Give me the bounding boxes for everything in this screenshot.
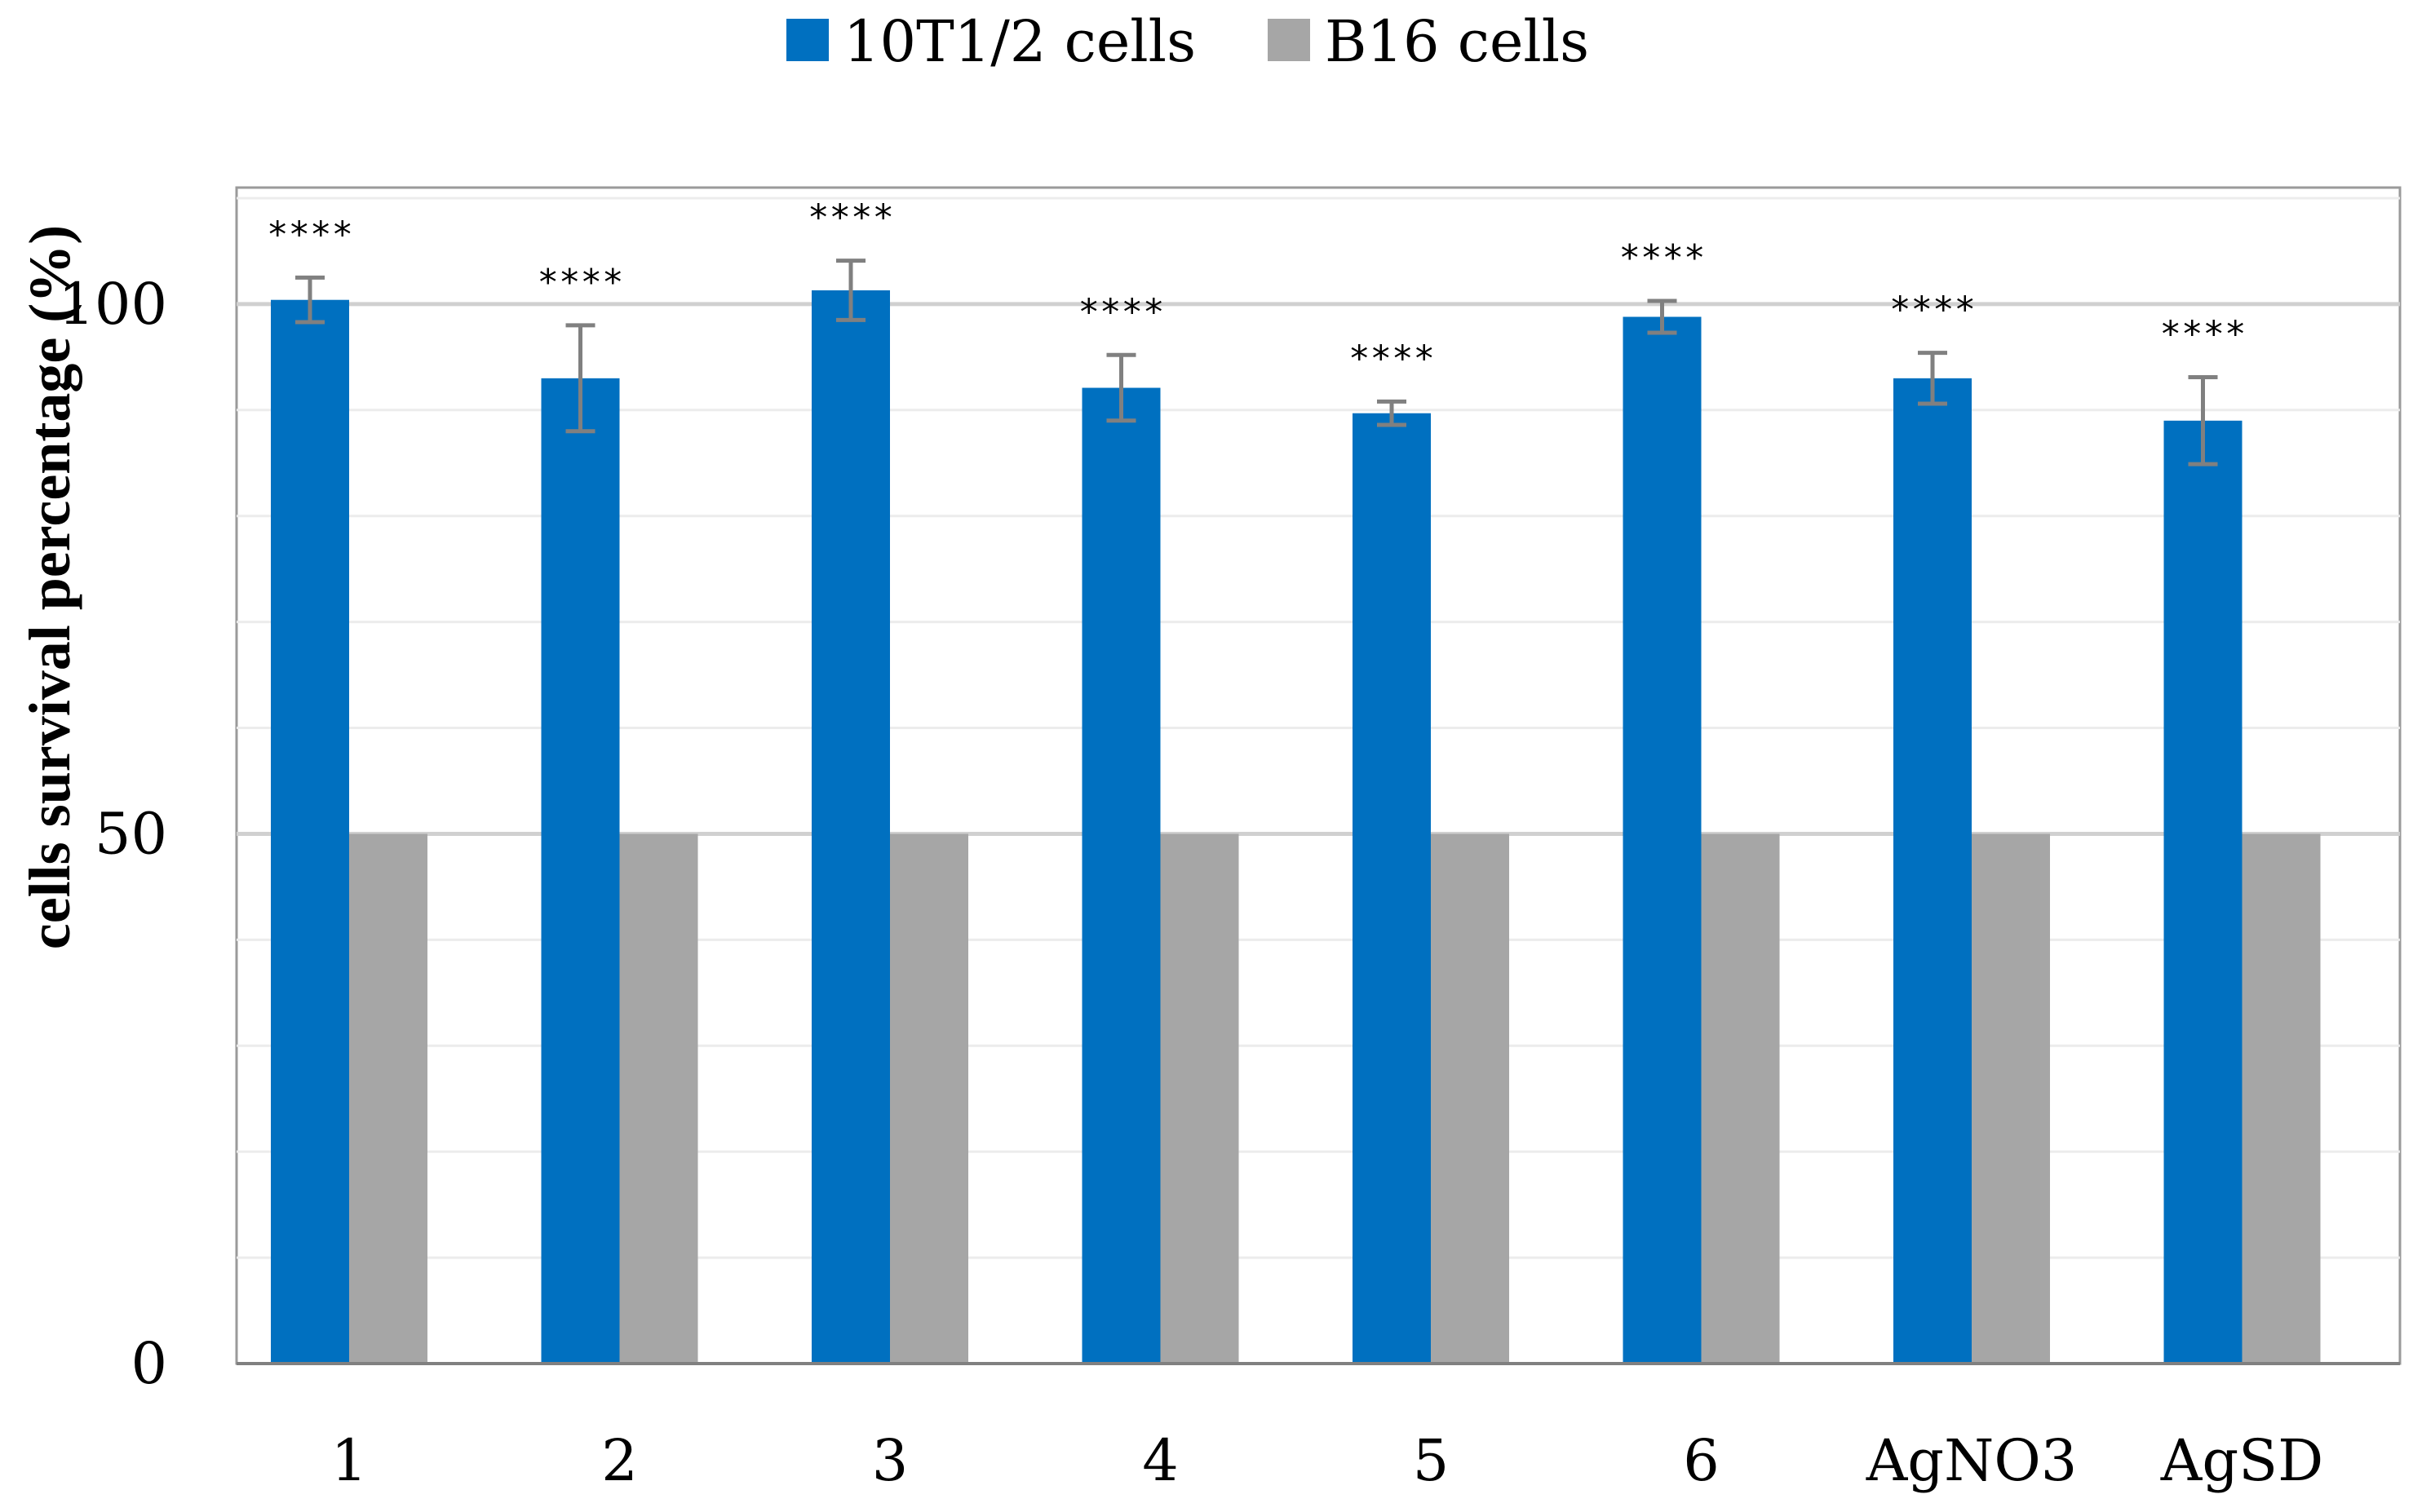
error-bar-4	[1106, 352, 1136, 423]
x-tick-label: 3	[872, 1427, 909, 1494]
legend-label-10t12-cells: 10T1/2 cells	[843, 8, 1196, 75]
x-tick-label: 6	[1683, 1427, 1720, 1494]
significance-mark: ****	[808, 197, 894, 239]
x-tick-label: AgSD	[2160, 1427, 2323, 1494]
bar-10t12-6	[1623, 316, 1702, 1364]
significance-mark: ****	[2160, 314, 2247, 356]
bar-b16-agno3	[1972, 833, 2050, 1364]
error-bar-agsd	[2188, 375, 2218, 466]
legend-swatch-b16-cells	[1268, 19, 1310, 61]
bar-10t12-4	[1082, 387, 1161, 1364]
error-bar-6	[1647, 298, 1677, 335]
legend: 10T1/2 cells B16 cells	[786, 8, 1589, 75]
significance-mark: ****	[1889, 290, 1976, 331]
error-bar-1	[295, 275, 325, 325]
error-bar-agno3	[1918, 351, 1947, 406]
significance-mark: ****	[538, 262, 624, 303]
y-tick-label: 0	[131, 1330, 167, 1397]
x-tick-label: 1	[331, 1427, 368, 1494]
y-axis-title: cells survival percentage (%)	[17, 225, 82, 949]
legend-label-b16-cells: B16 cells	[1325, 8, 1589, 75]
bar-b16-3	[890, 833, 968, 1364]
bar-b16-agsd	[2242, 833, 2321, 1364]
bar-b16-5	[1431, 833, 1509, 1364]
significance-mark: ****	[1078, 291, 1165, 333]
x-tick-label: AgNO3	[1866, 1427, 2078, 1494]
significance-mark: ****	[267, 214, 353, 255]
significance-marks: **** **** **** **** **** **** **** ****	[267, 197, 2246, 380]
x-tick-label: 2	[601, 1427, 638, 1494]
bar-10t12-agno3	[1893, 378, 1972, 1364]
error-bar-5	[1377, 399, 1406, 427]
y-tick-label: 100	[58, 271, 167, 338]
bar-10t12-5	[1353, 413, 1431, 1364]
y-tick-label: 50	[95, 800, 167, 867]
bar-b16-2	[619, 833, 698, 1364]
error-bar-2	[565, 323, 596, 434]
x-axis-ticks: 1 2 3 4 5 6 AgNO3 AgSD	[331, 1427, 2324, 1494]
bar-10t12-2	[541, 378, 620, 1364]
error-bar-3	[836, 259, 866, 322]
bar-b16-1	[349, 833, 427, 1364]
x-tick-label: 5	[1413, 1427, 1450, 1494]
x-tick-label: 4	[1142, 1427, 1179, 1494]
error-bars	[295, 259, 2218, 466]
bar-10t12-1	[271, 299, 349, 1364]
bar-10t12-agsd	[2163, 420, 2243, 1364]
significance-mark: ****	[1348, 338, 1435, 379]
y-axis-ticks: 0 50 100	[58, 271, 167, 1397]
legend-swatch-10t12-cells	[786, 19, 829, 61]
significance-mark: ****	[1619, 237, 1706, 279]
bar-b16-6	[1701, 833, 1780, 1364]
bars	[271, 290, 2321, 1364]
bar-b16-4	[1160, 833, 1239, 1364]
bar-10t12-3	[812, 290, 890, 1364]
